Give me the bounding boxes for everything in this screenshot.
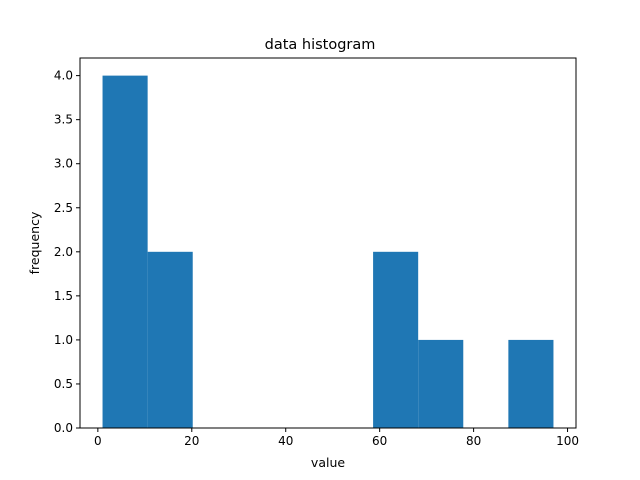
histogram-bar bbox=[418, 339, 464, 428]
plot-frame bbox=[79, 57, 577, 429]
x-tick-label: 80 bbox=[466, 434, 481, 448]
x-axis-label: value bbox=[311, 455, 345, 470]
x-tick-label: 20 bbox=[184, 434, 199, 448]
x-tick-label: 100 bbox=[556, 434, 579, 448]
histogram-bar bbox=[508, 339, 554, 428]
y-tick-label: 0.0 bbox=[54, 421, 73, 435]
histogram-bars bbox=[102, 75, 554, 428]
y-tick-label: 2.0 bbox=[54, 245, 73, 259]
y-tick-label: 2.5 bbox=[54, 201, 73, 215]
x-tick-label: 40 bbox=[278, 434, 293, 448]
x-axis-ticks: 0 20 40 60 80 100 bbox=[94, 428, 579, 448]
y-tick-label: 4.0 bbox=[54, 69, 73, 83]
y-tick-label: 3.0 bbox=[54, 157, 73, 171]
x-tick-label: 60 bbox=[372, 434, 387, 448]
histogram-bar bbox=[373, 251, 419, 428]
y-tick-label: 3.5 bbox=[54, 113, 73, 127]
histogram-bar bbox=[147, 251, 193, 428]
chart-title: data histogram bbox=[265, 37, 376, 53]
y-axis-label: frequency bbox=[27, 211, 42, 274]
x-tick-label: 0 bbox=[94, 434, 102, 448]
y-tick-label: 1.0 bbox=[54, 333, 73, 347]
y-axis-ticks: 0.0 0.5 1.0 1.5 2.0 2.5 3.0 3.5 4.0 bbox=[54, 69, 80, 435]
y-tick-label: 1.5 bbox=[54, 289, 73, 303]
y-tick-label: 0.5 bbox=[54, 377, 73, 391]
histogram-bar bbox=[102, 75, 148, 428]
